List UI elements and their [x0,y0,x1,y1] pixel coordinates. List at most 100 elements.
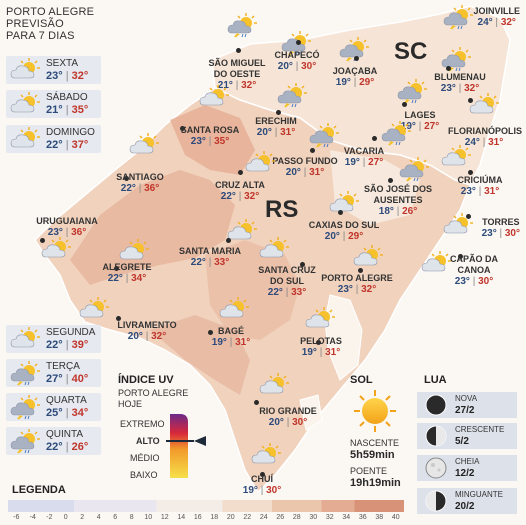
city-label: CRUZ ALTA 22° | 32° [215,180,265,202]
forecast-max: 26° [71,441,89,453]
legend-tick: 20 [226,514,235,521]
city-dot [446,66,451,71]
sun-cloud-icon [304,306,338,337]
city-name: TORRES [482,217,520,227]
forecast-day: SEXTA 23° | 32° [6,56,101,84]
sun-cloud-icon [440,144,474,175]
lagoon-water [299,394,323,431]
moon-phase-date: 12/2 [455,468,475,479]
forecast-day: TERÇA 27° | 40° [6,359,101,387]
city-max: 36° [71,227,87,238]
legend-tick: -4 [29,514,36,521]
city-min: 19° [301,347,317,358]
city-temps: 20° | 30° [268,417,308,428]
city-label: JOINVILLE 24° | 32° [473,6,520,28]
city-name: LAGES [404,110,436,120]
forecast-max: 32° [71,70,89,82]
forecast-day-temps: 27° | 40° [46,373,89,385]
moon-phase: NOVA 27/2 [417,392,517,418]
city-min: 23° [481,228,497,239]
city-dot [402,102,407,107]
city-max: 32° [151,331,167,342]
header-line: PORTO ALEGRE [6,6,95,18]
city-max: 33° [214,257,230,268]
city-dot [468,170,473,175]
forecast-min: 22° [46,441,63,453]
city-dot [260,472,265,477]
city-max: 30° [266,485,282,496]
city-temps: 20° | 31° [285,167,325,178]
city-name: FLORIANÓPOLIS [448,126,522,136]
forecast-day: SEGUNDA 22° | 39° [6,325,101,353]
city-name: CHAPECÓ [274,50,320,60]
city-min: 22° [107,273,123,284]
legend-swatch [189,500,207,512]
city-label: BAGÉ 19° | 31° [212,326,250,348]
city-max: 29° [348,231,364,242]
city-max: 32° [361,284,377,295]
city-max: 30° [504,228,520,239]
legend-swatch [222,500,240,512]
city-min: 23° [47,227,63,238]
legend-tick: 36 [358,514,367,521]
forecast-min: 22° [46,339,63,351]
city-name: PORTO ALEGRE [321,273,393,283]
city-max: 32° [500,17,516,28]
forecast-max: 34° [71,407,89,419]
city-label: SÃO MIGUEL DO OESTE 21° | 32° [201,58,273,91]
moon-phase-name: MINGUANTE [455,490,503,499]
city-max: 32° [241,80,257,91]
forecast-max: 39° [71,339,89,351]
city-temps: 19° | 29° [335,77,375,88]
city-min: 20° [256,127,272,138]
city-name: CRUZ ALTA [215,180,265,190]
city-max: 31° [309,167,325,178]
warm-zone-west [70,170,235,285]
city-name: CAPÃO DA CANOA [449,254,498,275]
forecast-day: SÁBADO 21° | 35° [6,90,101,118]
city-max: 29° [359,77,375,88]
sun-cloud-icon [9,326,43,357]
city-max: 26° [402,206,418,217]
sun-cloud-icon [118,238,152,269]
legend-tick: 26 [276,514,285,521]
sun-cloud-icon [258,372,292,403]
city-name: SÃO JOSÉ DOS AUSENTES [363,184,433,205]
city-dot [40,238,45,243]
city-max: 32° [244,191,260,202]
storm-icon [9,428,43,459]
legend-tick: 16 [193,514,202,521]
city-min: 24° [477,17,493,28]
moon-phase-name: CHEIA [455,457,480,466]
storm-icon [226,12,260,43]
header-line: PREVISÃO [6,18,64,30]
forecast-max: 37° [71,139,89,151]
forecast-day: QUINTA 22° | 26° [6,427,101,455]
legend-swatch [338,500,355,512]
city-dot [458,254,463,259]
city-temps: 23° | 36° [47,227,87,238]
forecast-min: 21° [46,104,63,116]
city-name: BAGÉ [217,326,244,336]
uv-level-alto: ALTO [136,436,160,446]
forecast-day-temps: 22° | 26° [46,441,89,453]
state-label-rs: RS [265,196,299,223]
city-max: 27° [424,121,440,132]
city-dot [388,178,393,183]
city-label: PASSO FUNDO 20° | 31° [272,156,337,178]
legend-tick: 34 [342,514,351,521]
city-label: CAXIAS DO SUL 20° | 29° [308,220,380,242]
storm-icon [308,122,342,153]
warm-zone-northwest [170,105,255,175]
city-temps: 23° | 30° [481,228,520,239]
legend-tick: 18 [210,514,219,521]
uv-scale-bar [166,414,206,478]
city-label: ALEGRETE 22° | 34° [102,262,151,284]
city-max: 30° [301,61,317,72]
city-temps: 23° | 30° [454,276,494,287]
legend-tick: 12 [160,514,169,521]
sun-cloud-icon [128,132,162,163]
city-max: 33° [291,287,307,298]
city-dot [208,330,213,335]
city-max: 31° [488,137,504,148]
